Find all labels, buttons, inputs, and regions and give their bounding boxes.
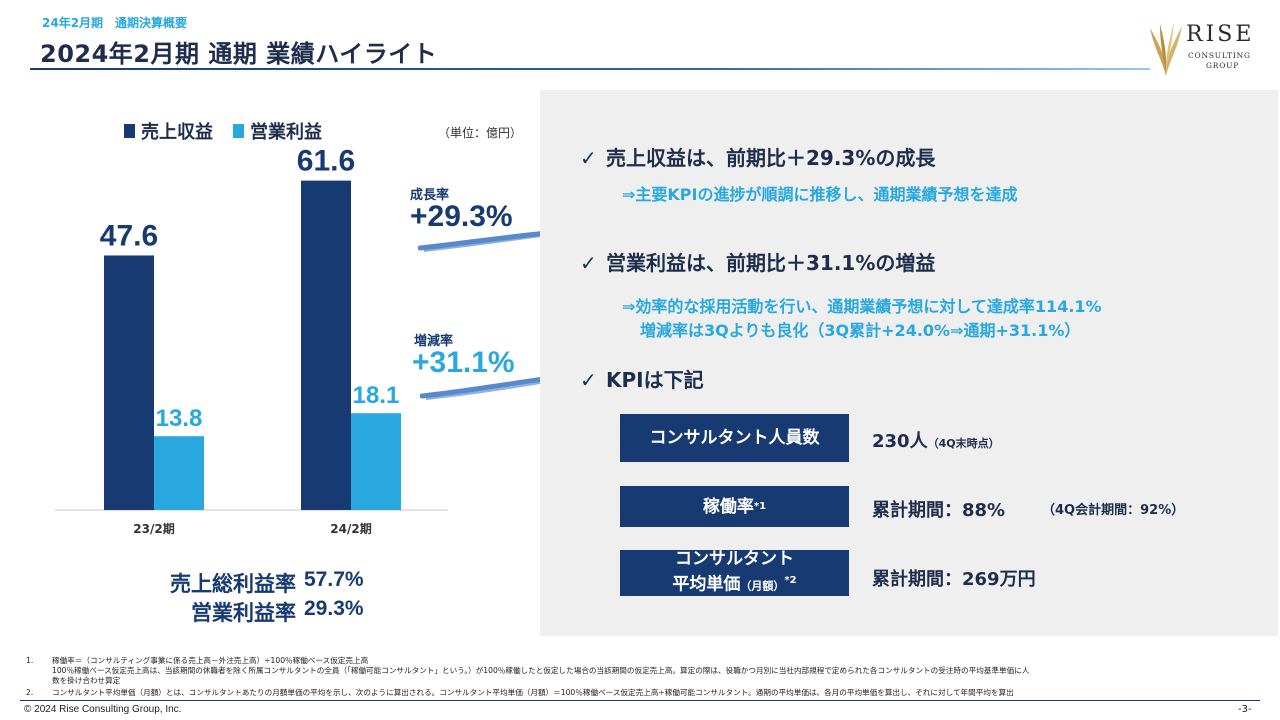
bar-data-label: 61.6 [297,145,355,178]
highlight-text: 売上収益は、前期比＋29.3%の成長 [606,146,936,170]
bar-operating-profit [351,413,401,510]
highlight-subtext: ⇒主要KPIの進捗が順調に推移し、通期業績予想を達成 [622,185,1018,204]
kpi-label: 平均単価 [672,574,741,595]
highlight-text: 営業利益は、前期比＋31.1%の増益 [606,251,936,275]
footnote-1: 稼働率＝（コンサルティング事業に係る売上高－外注売上高）÷100％稼働ベース仮定… [52,656,1262,686]
bar-data-label: 13.8 [156,405,203,432]
gross-margin-row: 売上総利益率 57.7% [134,568,364,598]
kpi-footnote-ref: *2 [784,575,797,587]
x-tick-label: 24/2期 [330,521,371,536]
highlight-point-profit: ✓ 営業利益は、前期比＋31.1%の増益 [580,247,935,276]
revenue-growth-value: +29.3% [410,200,513,233]
bar-data-label: 18.1 [353,382,400,409]
page-title: 2024年2月期 通期 業績ハイライト [40,40,438,68]
bar-revenue [301,180,351,510]
kpi-value-text: 230人 [872,431,928,452]
check-icon: ✓ [580,251,597,275]
footnote-number: 1. [26,656,34,665]
highlight-subtext: 増減率は3Qよりも良化（3Q累計+24.0%⇒通期+31.1%） [640,321,1081,340]
ratio-label: 売上総利益率 [170,572,296,596]
legend-item-profit: 営業利益 [233,118,322,144]
logo-subtext: GROUP [1206,61,1240,70]
kpi-label: 稼働率 [702,496,754,517]
ratio-value: 57.7% [304,568,364,591]
legend-label: 営業利益 [250,122,322,143]
logo-mark-icon [1150,22,1182,76]
footnote-2: コンサルタント平均単価（月額）とは、コンサルタントあたりの月額単価の平均を示し、… [52,688,1014,697]
logo-wordmark: RISE [1186,22,1255,47]
highlights-panel [540,90,1278,636]
check-icon: ✓ [580,368,597,392]
profit-growth-label: 増減率 [414,334,454,349]
kpi-utilization-note: （4Q会計期間：92%） [1042,503,1185,518]
footnote-line: 稼働率＝（コンサルティング事業に係る売上高－外注売上高）÷100％稼働ベース仮定… [52,656,369,665]
legend-swatch [124,124,135,138]
kpi-footnote-ref: *1 [753,500,767,512]
title-underline [30,68,1150,70]
company-logo: RISE CONSULTING GROUP [1148,20,1268,80]
highlight-text: KPIは下記 [606,368,704,392]
ratio-value: 29.3% [304,597,364,620]
bar-data-label: 47.6 [100,219,158,252]
kpi-consultants-value: 230人（4Q末時点） [872,427,1000,453]
kpi-label-small: （月額） [740,579,785,593]
legend-swatch [233,124,244,138]
kpi-label: コンサルタント [675,549,794,570]
footnote-line: 100％稼働ベース仮定売上高は、当該期間の休職者を除く所属コンサルタントの全員（… [52,666,1030,675]
chart-unit: （単位：億円） [438,126,523,140]
section-subtitle: 24年2月期 通期決算概要 [42,16,188,30]
kpi-utilization-box: 稼働率 *1 [620,486,849,527]
highlight-subtext: ⇒効率的な採用活動を行い、通期業績予想に対して達成率114.1% [622,297,1102,316]
copyright: © 2024 Rise Consulting Group, Inc. [24,704,182,715]
kpi-consultants-box: コンサルタント人員数 [620,414,849,462]
kpi-value-note: （4Q末時点） [927,437,1000,450]
chart-legend: 売上収益 営業利益 [124,118,342,144]
kpi-utilization-value: 累計期間：88% [872,500,1006,521]
revenue-growth-label: 成長率 [410,188,450,203]
profit-growth-value: +31.1% [412,346,515,379]
highlight-point-revenue: ✓ 売上収益は、前期比＋29.3%の成長 [580,142,935,171]
highlight-point-kpi: ✓ KPIは下記 [580,364,704,393]
operating-margin-row: 営業利益率 29.3% [134,597,364,627]
page-number: -3- [1238,704,1252,715]
bar-operating-profit [154,436,204,510]
kpi-label: コンサルタント人員数 [649,428,820,448]
kpi-unit-price-box: コンサルタント 平均単価（月額）*2 [620,549,849,596]
kpi-unit-price-value: 累計期間：269万円 [872,569,1036,590]
logo-subtext: CONSULTING [1188,51,1251,60]
footer-rule [20,700,1260,701]
bar-revenue [104,255,154,510]
legend-label: 売上収益 [141,122,213,143]
check-icon: ✓ [580,146,597,170]
revenue-profit-bar-chart: 47.6 13.8 23/2期 61.6 18.1 24/2期 [55,145,448,536]
footnote-line: 数を掛け合わせ算定 [52,676,121,685]
x-tick-label: 23/2期 [133,521,174,536]
ratio-label: 営業利益率 [191,601,296,625]
legend-item-revenue: 売上収益 [124,118,213,144]
footnote-number: 2. [26,688,34,697]
